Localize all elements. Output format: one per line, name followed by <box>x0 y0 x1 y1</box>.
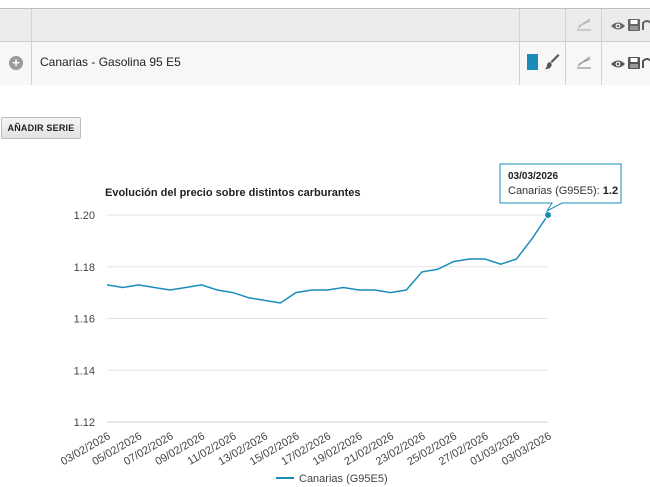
header-expand-cell <box>0 9 32 41</box>
y-tick-label: 1.20 <box>74 210 95 222</box>
series-trend-cell <box>566 42 602 85</box>
y-tick-label: 1.14 <box>74 365 95 377</box>
price-chart: Evolución del precio sobre distintos car… <box>59 163 622 485</box>
plus-circle-icon[interactable]: + <box>9 56 23 70</box>
series-row: + Canarias - Gasolina 95 E5 <box>0 42 650 85</box>
series-actions-cell <box>602 42 650 85</box>
eye-icon[interactable] <box>610 58 626 70</box>
trend-icon[interactable] <box>576 17 592 33</box>
eye-icon[interactable] <box>610 20 626 32</box>
tooltip-box <box>499 163 622 213</box>
add-series-button[interactable]: AÑADIR SERIE <box>1 117 81 139</box>
series-expand-cell: + <box>0 42 32 85</box>
chart-title: Evolución del precio sobre distintos car… <box>105 187 361 199</box>
brush-icon[interactable] <box>544 53 560 71</box>
more-icon[interactable] <box>642 19 650 31</box>
series-point-highlight[interactable] <box>544 211 552 219</box>
tooltip-date: 03/03/2026 <box>508 171 558 182</box>
more-icon[interactable] <box>642 57 650 69</box>
series-table-header <box>0 9 650 42</box>
chart-series <box>106 211 552 304</box>
header-name-cell <box>32 9 520 41</box>
save-icon[interactable] <box>628 57 640 69</box>
chart-grid <box>107 214 548 423</box>
series-table: + Canarias - Gasolina 95 E5 <box>0 8 650 85</box>
chart-tooltip: 03/03/2026 Canarias (G95E5): 1.2 <box>499 163 622 213</box>
y-axis-ticks: 1.12 1.14 1.16 1.18 1.20 <box>74 210 95 429</box>
tooltip-label: Canarias (G95E5): 1.2 <box>508 185 618 197</box>
series-name: Canarias - Gasolina 95 E5 <box>40 55 181 69</box>
legend-label: Canarias (G95E5) <box>299 473 388 485</box>
series-name-cell: Canarias - Gasolina 95 E5 <box>32 42 520 85</box>
trend-icon[interactable] <box>576 55 592 71</box>
chart-legend[interactable]: Canarias (G95E5) <box>276 473 388 485</box>
header-color-cell <box>520 9 566 41</box>
tooltip-value: 1.2 <box>603 185 618 197</box>
header-trend-cell <box>566 9 602 41</box>
header-actions-cell <box>602 9 650 41</box>
series-color-cell <box>520 42 566 85</box>
tooltip-series-label: Canarias (G95E5): <box>508 185 603 197</box>
y-tick-label: 1.16 <box>74 314 95 326</box>
series-color-swatch[interactable] <box>527 54 538 70</box>
y-tick-label: 1.18 <box>74 262 95 274</box>
series-line[interactable] <box>106 214 549 304</box>
y-tick-label: 1.12 <box>74 417 95 429</box>
x-axis-ticks: 03/02/202605/02/202607/02/202609/02/2026… <box>59 430 554 468</box>
save-icon[interactable] <box>628 19 640 31</box>
